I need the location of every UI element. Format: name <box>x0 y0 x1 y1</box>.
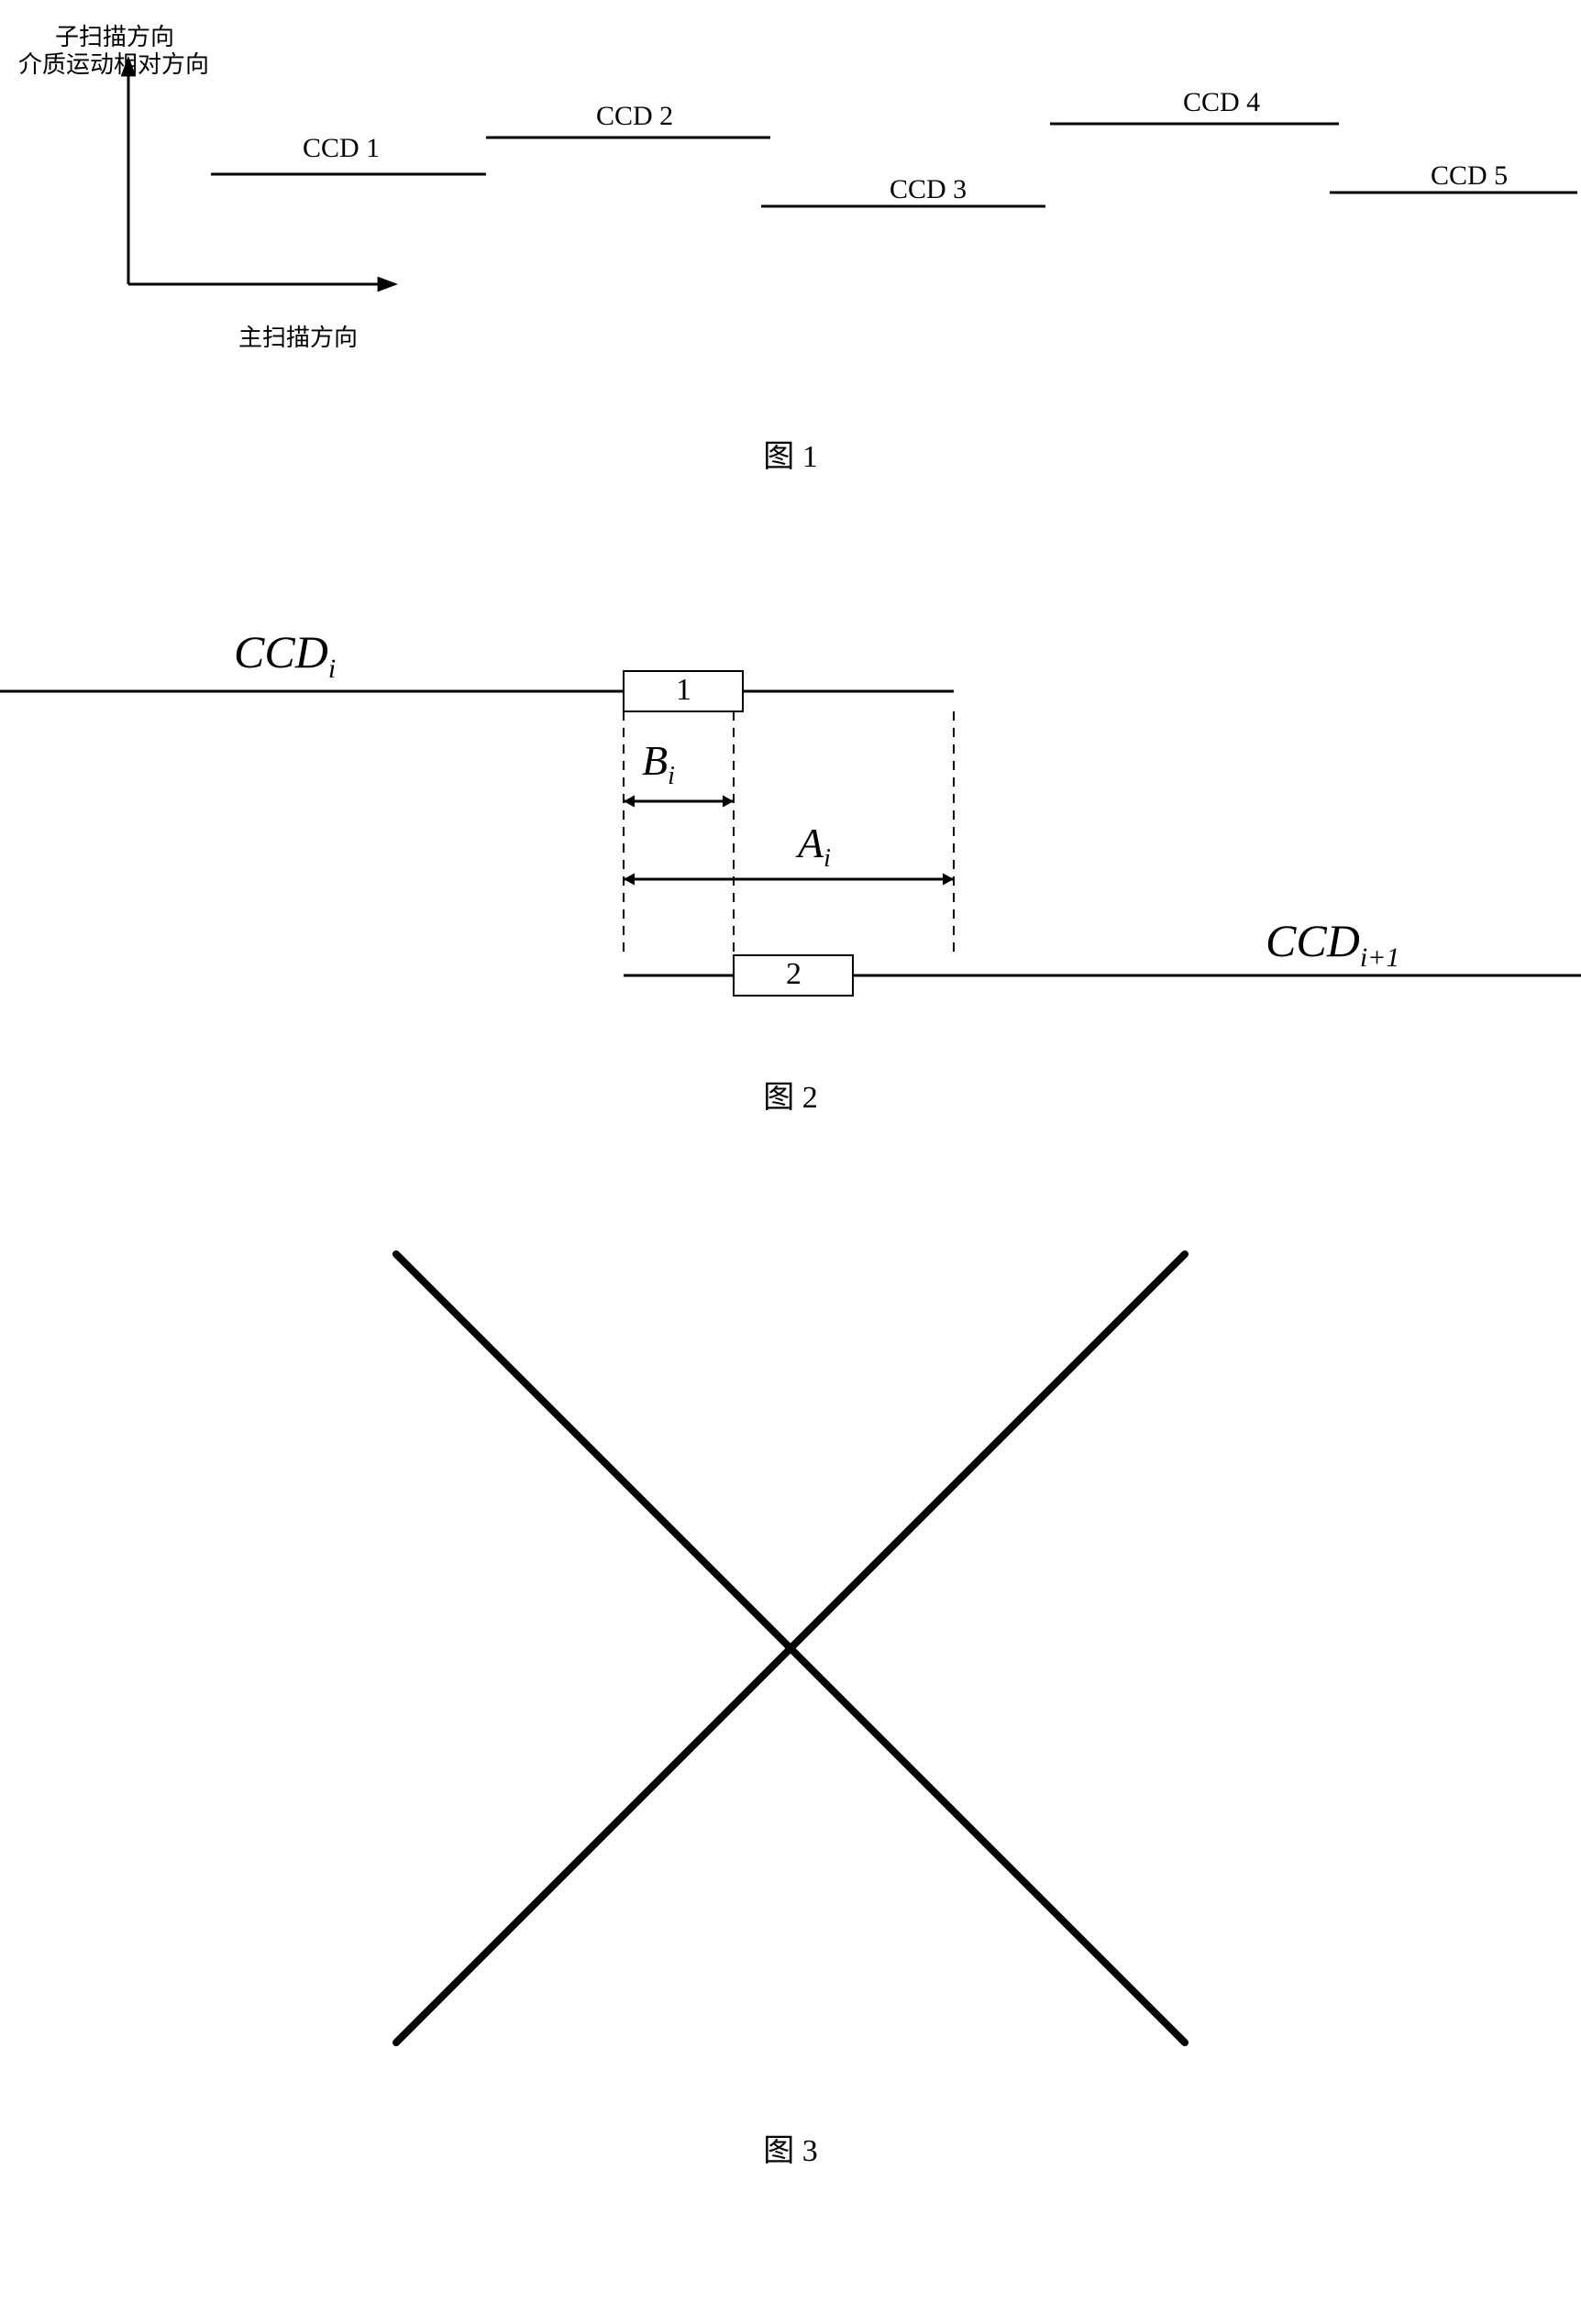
x-axis-label: 主扫描方向 <box>238 319 358 353</box>
figure-3-caption: 图 3 <box>0 2125 1581 2170</box>
ccd-i1-label: CCDi+1 <box>1266 914 1399 974</box>
figure-2: 1 2 Bi Ai CCDi CCDi+1 <box>0 604 1581 1044</box>
figure-1-svg <box>0 0 1581 385</box>
ccd-label-5: CCD 5 <box>1431 160 1508 192</box>
ccd-i-label: CCDi <box>234 625 336 685</box>
ccd-label-1: CCD 1 <box>303 133 380 164</box>
box2-label: 2 <box>786 957 802 992</box>
figure-1-caption: 图 1 <box>0 431 1581 476</box>
ccd-label-4: CCD 4 <box>1183 87 1260 118</box>
ccd-label-2: CCD 2 <box>596 101 673 132</box>
figure-3 <box>0 1227 1581 2107</box>
figure-2-caption: 图 2 <box>0 1072 1581 1117</box>
figure-3-svg <box>0 1227 1581 2107</box>
box1-label: 1 <box>676 673 691 708</box>
figure-1: 子扫描方向介质运动相对方向主扫描方向CCD 1CCD 2CCD 3CCD 4CC… <box>0 0 1581 385</box>
dim-b-label: Bi <box>642 736 675 791</box>
y-axis-label-2: 介质运动相对方向 <box>18 46 209 80</box>
ccd-label-3: CCD 3 <box>890 174 967 205</box>
dim-a-label: Ai <box>798 819 831 874</box>
